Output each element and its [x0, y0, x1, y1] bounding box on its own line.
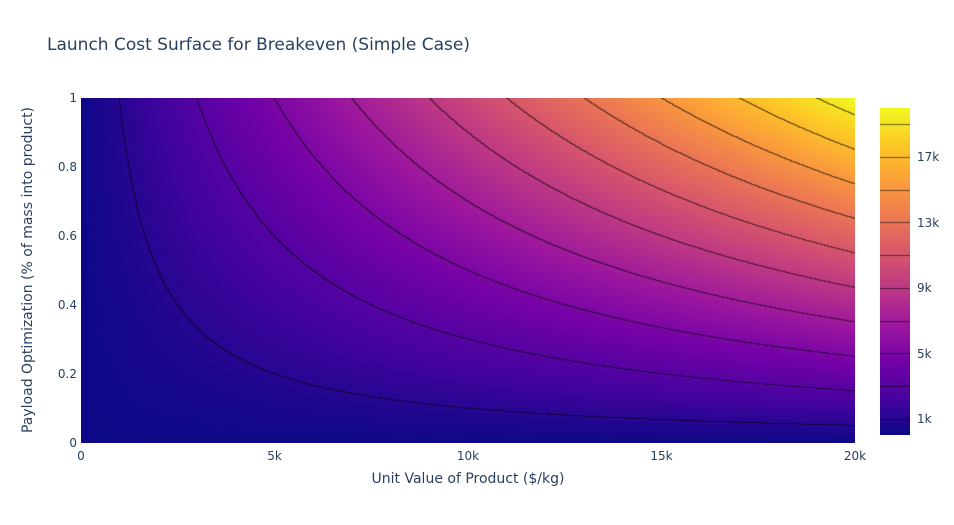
y-tick-0.8: 0.8: [57, 160, 77, 174]
colorbar-tick-5k: 5k: [917, 346, 932, 361]
colorbar-tick-1k: 1k: [917, 411, 932, 426]
y-axis-title: Payload Optimization (% of mass into pro…: [20, 106, 36, 434]
x-tick-20k: 20k: [843, 449, 867, 463]
x-tick-15k: 15k: [650, 449, 673, 463]
x-tick-0: 0: [77, 449, 85, 463]
y-tick-0.4: 0.4: [57, 298, 77, 312]
y-tick-0.2: 0.2: [57, 367, 77, 381]
colorbar: [880, 108, 910, 435]
colorbar-tick-13k: 13k: [917, 215, 940, 230]
chart-title: Launch Cost Surface for Breakeven (Simpl…: [47, 35, 470, 55]
x-axis-title: Unit Value of Product ($/kg): [371, 471, 565, 487]
contour-plot-canvas[interactable]: [81, 98, 855, 443]
y-tick-1: 1: [69, 91, 77, 105]
y-tick-0.6: 0.6: [57, 229, 77, 243]
x-tick-5k: 5k: [267, 449, 282, 463]
colorbar-tick-9k: 9k: [917, 281, 932, 296]
y-tick-0: 0: [69, 436, 77, 450]
x-tick-10k: 10k: [456, 449, 480, 463]
colorbar-tick-17k: 17k: [917, 150, 940, 165]
